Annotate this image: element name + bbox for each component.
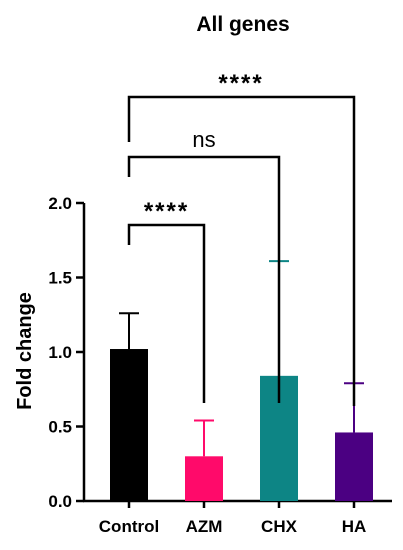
chart-title: All genes — [196, 13, 289, 36]
y-tick-label: 1.5 — [48, 269, 72, 288]
significance-bracket — [127, 95, 356, 406]
x-axis: Control AZM CHX HA — [83, 499, 392, 536]
x-tick-label: Control — [99, 517, 159, 536]
x-tick-label: AZM — [186, 517, 223, 536]
y-axis: 0.0 0.5 1.0 1.5 2.0 — [48, 194, 86, 511]
x-tick-label: CHX — [261, 517, 298, 536]
bar-ha — [335, 432, 373, 501]
bars — [110, 349, 373, 501]
significance-label: **** — [218, 70, 263, 97]
y-tick-label: 1.0 — [48, 343, 72, 362]
significance-label: ns — [192, 127, 215, 152]
y-tick-label: 0.5 — [48, 418, 72, 437]
significance-bracket — [127, 155, 281, 403]
bar-control — [110, 349, 148, 501]
error-bars — [119, 260, 364, 457]
significance-label: **** — [144, 198, 189, 225]
y-tick-label: 0.0 — [48, 492, 72, 511]
x-tick-label: HA — [342, 517, 367, 536]
significance-bracket — [127, 223, 206, 403]
bar-azm — [185, 456, 223, 501]
y-axis-label: Fold change — [14, 292, 36, 410]
significance-brackets: **** ns **** — [127, 70, 356, 406]
y-tick-label: 2.0 — [48, 194, 72, 213]
